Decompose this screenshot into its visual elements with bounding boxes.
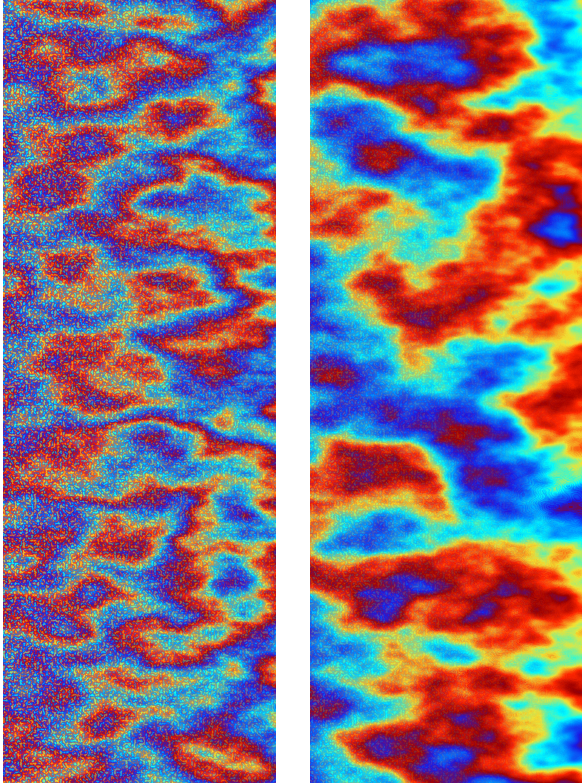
speckle-pattern xyxy=(310,0,582,783)
left-interferogram xyxy=(3,0,276,783)
page xyxy=(0,0,582,783)
right-interferogram xyxy=(310,0,582,783)
interferogram-pair xyxy=(0,0,582,783)
speckle-pattern xyxy=(3,0,276,783)
